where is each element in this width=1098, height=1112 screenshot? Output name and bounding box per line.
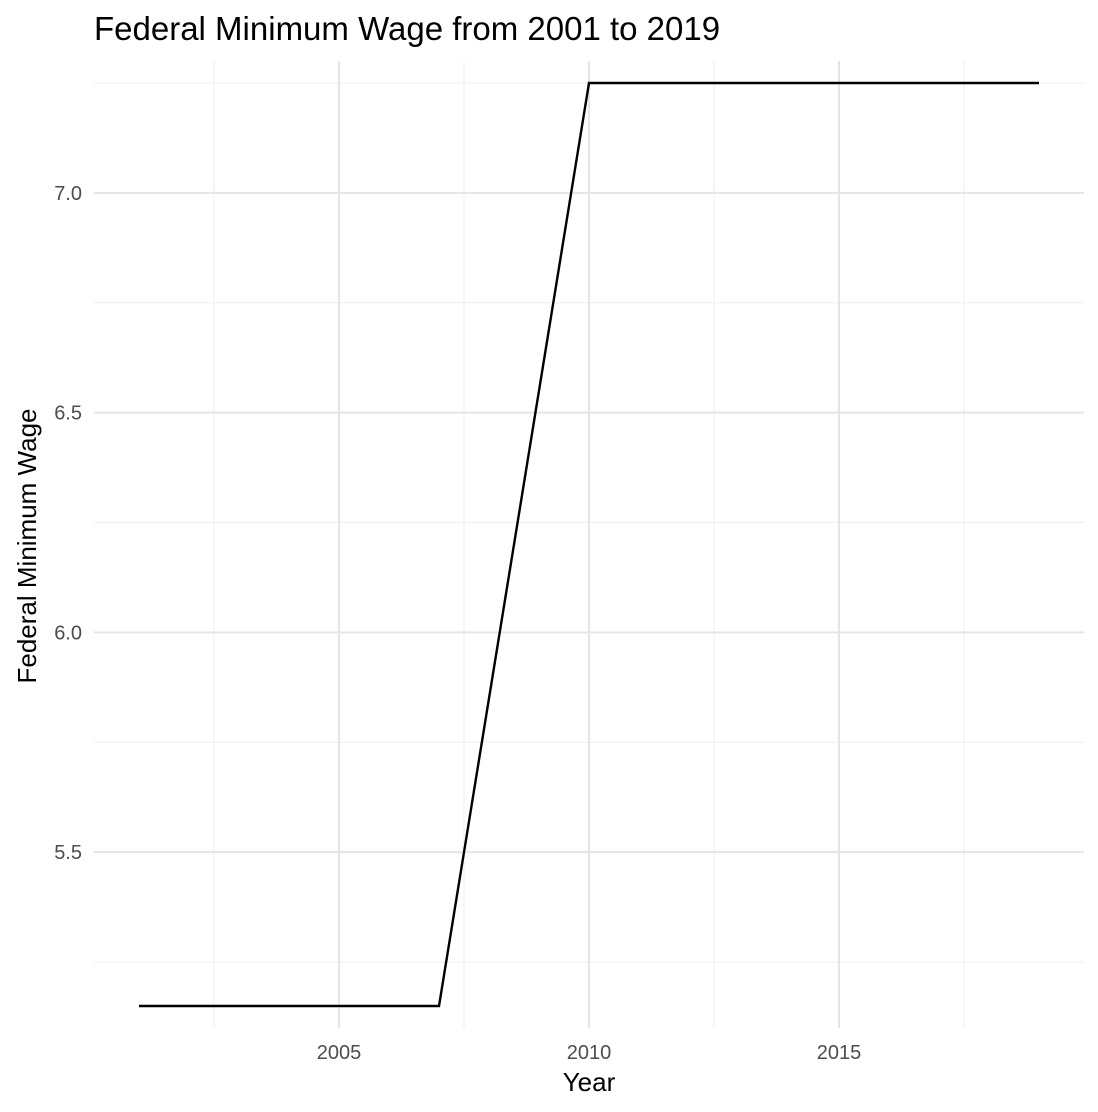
series-line-0	[139, 81, 1039, 1008]
x-axis-title: Year	[563, 1067, 616, 1097]
x-tick-label: 2010	[567, 1042, 612, 1064]
series-layer	[139, 81, 1039, 1008]
y-tick-label: 6.5	[54, 403, 82, 425]
tick-labels: 2005 2010 2015 5.5 6.0 6.5 7.0	[54, 183, 861, 1064]
y-axis-title: Federal Minimum Wage	[12, 408, 42, 683]
y-tick-label: 7.0	[54, 183, 82, 205]
chart-title: Federal Minimum Wage from 2001 to 2019	[94, 10, 720, 47]
y-tick-label: 6.0	[54, 622, 82, 644]
x-tick-label: 2015	[817, 1042, 862, 1064]
x-tick-label: 2005	[317, 1042, 362, 1064]
gridlines	[94, 61, 1084, 1028]
y-tick-label: 5.5	[54, 842, 82, 864]
